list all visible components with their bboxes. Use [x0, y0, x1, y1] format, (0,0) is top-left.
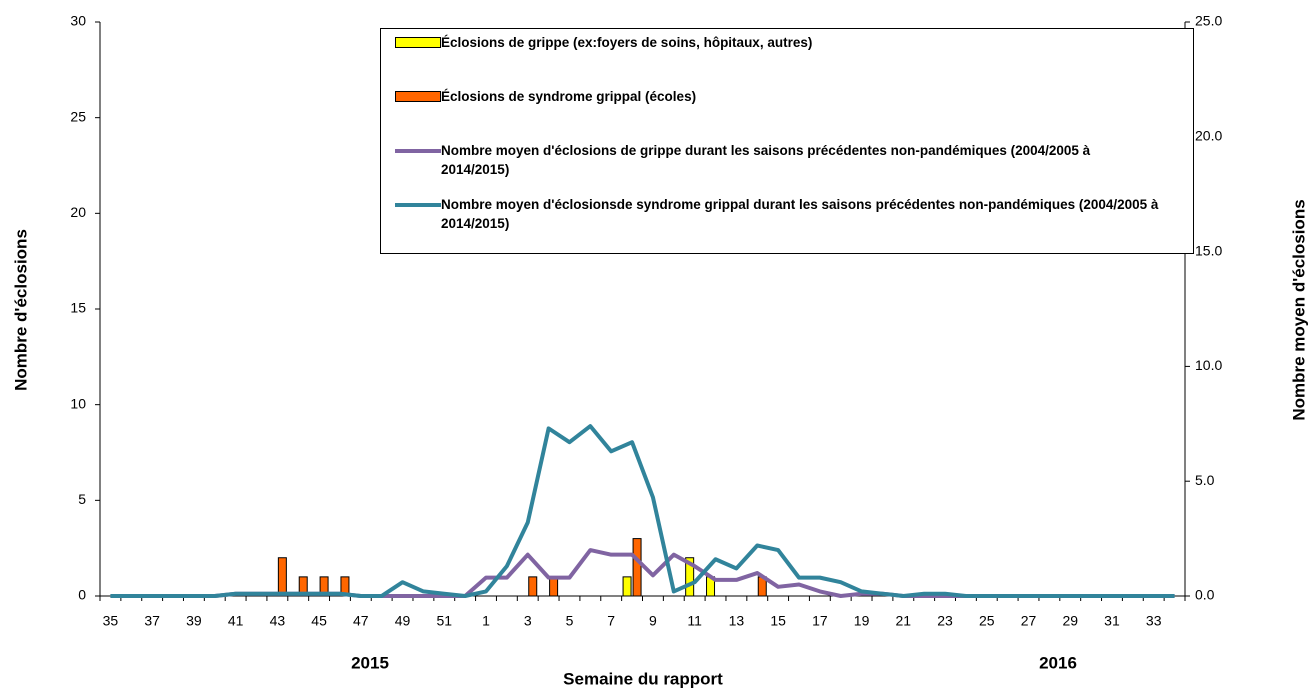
bar: [298, 576, 308, 597]
bar: [632, 538, 642, 597]
x-tick-label: 27: [1021, 613, 1037, 629]
legend-label: Nombre moyen d'éclosions de grippe duran…: [441, 143, 1091, 177]
x-tick-label: 51: [436, 613, 452, 629]
x-tick-label: 7: [607, 613, 615, 629]
y-tick-label: 0: [78, 587, 86, 603]
y2-tick-label: 15.0: [1195, 242, 1222, 258]
x-tick-label: 21: [896, 613, 912, 629]
legend-item: Nombre moyen d'éclosionsde syndrome grip…: [381, 195, 1161, 233]
legend-swatch: [381, 195, 441, 215]
y2-tick-label: 10.0: [1195, 357, 1222, 373]
x-tick-label: 41: [228, 613, 244, 629]
x-tick-label: 39: [186, 613, 202, 629]
bar: [622, 576, 632, 597]
x-tick-label: 47: [353, 613, 369, 629]
year-label: 2015: [351, 653, 389, 672]
x-tick-label: 35: [103, 613, 119, 629]
y-tick-label: 10: [70, 395, 86, 411]
legend-item: Éclosions de syndrome grippal (écoles): [381, 87, 1161, 107]
x-tick-label: 33: [1146, 613, 1162, 629]
bar: [528, 576, 538, 597]
legend-item: Éclosions de grippe (ex:foyers de soins,…: [381, 33, 1161, 53]
x-axis-title: Semaine du rapport: [563, 669, 723, 688]
x-tick-label: 13: [729, 613, 745, 629]
x-tick-label: 15: [770, 613, 786, 629]
y2-tick-label: 5.0: [1195, 472, 1215, 488]
x-tick-label: 1: [482, 613, 490, 629]
legend-label: Éclosions de syndrome grippal (écoles): [441, 89, 697, 104]
x-tick-label: 43: [270, 613, 286, 629]
y2-tick-label: 25.0: [1195, 13, 1222, 29]
bar: [685, 557, 695, 597]
x-tick-label: 25: [979, 613, 995, 629]
year-label: 2016: [1039, 653, 1077, 672]
line: [110, 548, 1175, 598]
x-tick-label: 9: [649, 613, 657, 629]
x-tick-label: 3: [524, 613, 532, 629]
legend-label: Éclosions de grippe (ex:foyers de soins,…: [441, 35, 813, 50]
x-tick-label: 23: [937, 613, 953, 629]
x-tick-label: 29: [1062, 613, 1078, 629]
bar: [319, 576, 329, 597]
x-tick-label: 11: [687, 613, 702, 629]
x-tick-label: 5: [566, 613, 574, 629]
bar: [549, 576, 559, 597]
y2-tick-label: 20.0: [1195, 128, 1222, 144]
legend-item: Nombre moyen d'éclosions de grippe duran…: [381, 141, 1161, 179]
x-tick-label: 45: [311, 613, 327, 629]
bar: [277, 557, 287, 597]
y2-axis-title: Nombre moyen d'éclosions: [1289, 199, 1308, 420]
y-tick-label: 25: [70, 108, 86, 124]
legend-swatch: [381, 141, 441, 161]
x-tick-label: 37: [144, 613, 160, 629]
legend: Éclosions de grippe (ex:foyers de soins,…: [380, 28, 1194, 254]
y-tick-label: 30: [70, 13, 86, 29]
y2-tick-label: 0.0: [1195, 587, 1215, 603]
x-tick-label: 19: [854, 613, 870, 629]
legend-swatch: [381, 87, 441, 107]
y-tick-label: 20: [70, 204, 86, 220]
x-tick-label: 17: [812, 613, 828, 629]
legend-swatch: [381, 33, 441, 53]
x-tick-label: 31: [1104, 613, 1120, 629]
line: [110, 424, 1175, 598]
legend-label: Nombre moyen d'éclosionsde syndrome grip…: [441, 197, 1159, 231]
y-tick-label: 15: [70, 300, 86, 316]
y-tick-label: 5: [78, 491, 86, 507]
y-axis-title: Nombre d'éclosions: [11, 229, 30, 391]
x-tick-label: 49: [395, 613, 411, 629]
